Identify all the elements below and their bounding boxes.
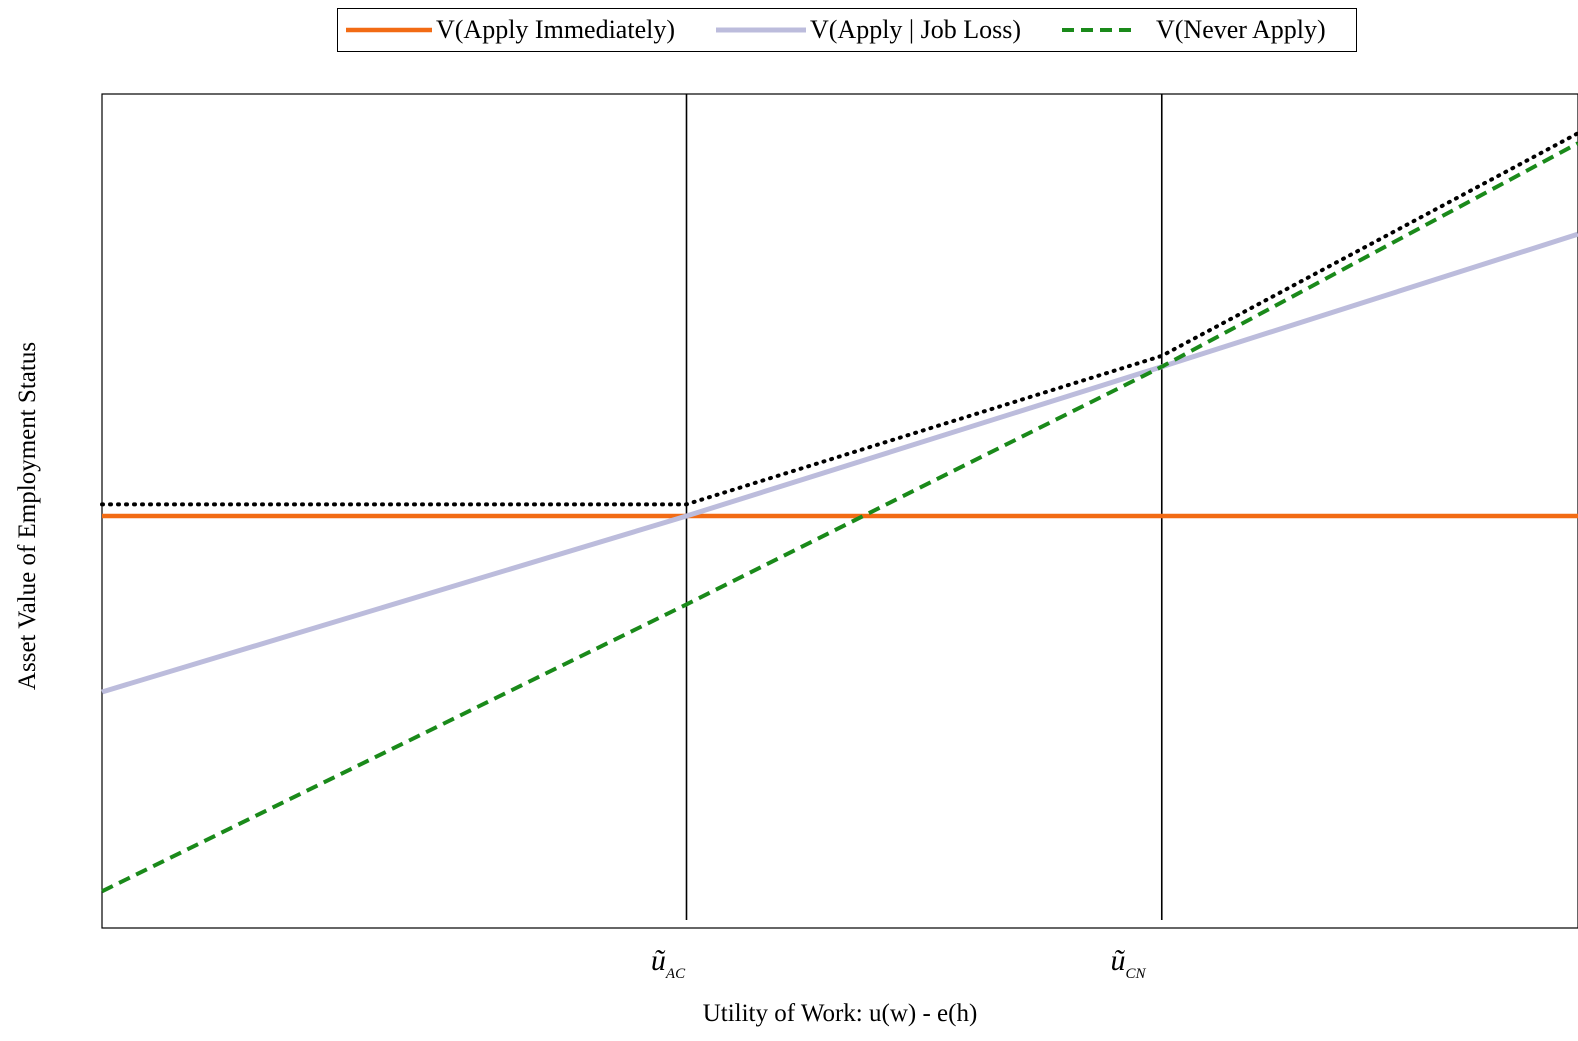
y-axis-label: Asset Value of Employment Status (14, 341, 41, 691)
legend-label-apply-job-loss: V(Apply | Job Loss) (810, 15, 1022, 44)
legend-label-apply-immediately: V(Apply Immediately) (436, 15, 675, 44)
x-tick-u-cn: ũCN (1110, 944, 1145, 983)
series-layer (100, 131, 1578, 894)
vertical-reference-lines (685, 94, 1163, 920)
series-never-apply (101, 141, 1578, 894)
x-axis-label: Utility of Work: u(w) - e(h) (702, 1000, 978, 1027)
plot-frame (101, 93, 1578, 929)
x-tick-u-cn-subscript: CN (1125, 966, 1146, 982)
x-tick-u-ac-symbol: ũ (650, 944, 666, 977)
legend: V(Apply Immediately) V(Apply | Job Loss)… (337, 8, 1357, 52)
x-tick-u-ac: ũAC (651, 944, 685, 983)
x-tick-u-cn-symbol: ũ (1110, 944, 1126, 977)
series-apply-job-loss (101, 231, 1578, 695)
legend-label-never-apply: V(Never Apply) (1156, 15, 1326, 44)
series-upper-envelope (100, 131, 1578, 507)
x-tick-u-ac-subscript: AC (665, 966, 686, 982)
legend-swatches (346, 27, 1132, 33)
